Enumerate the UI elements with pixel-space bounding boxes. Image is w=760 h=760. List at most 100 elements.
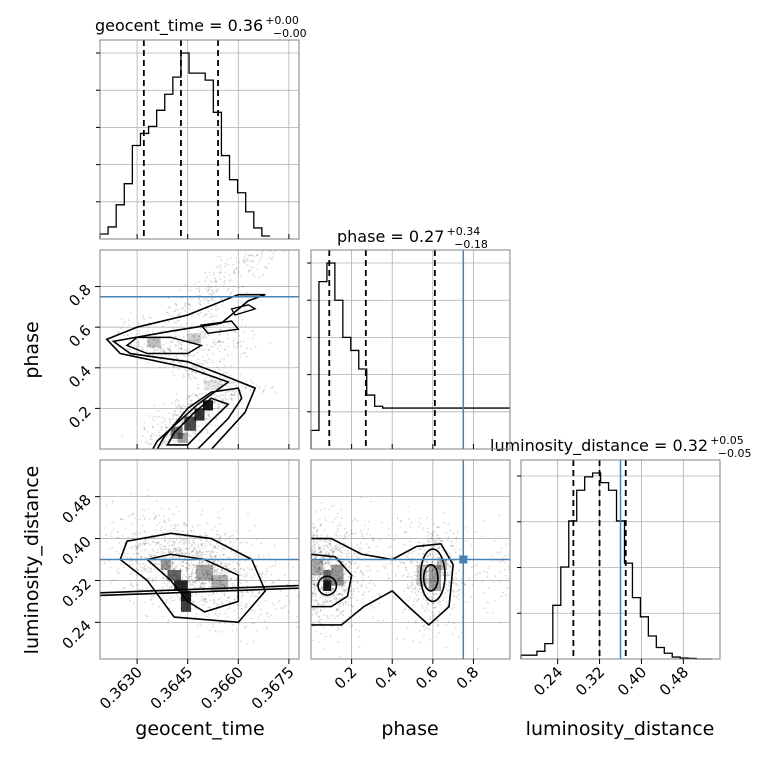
sample-point	[218, 264, 221, 267]
sample-point	[321, 586, 324, 589]
sample-point	[189, 413, 192, 415]
sample-point	[195, 613, 198, 616]
sample-point	[260, 573, 263, 576]
sample-point	[188, 564, 191, 566]
sample-point	[171, 551, 174, 554]
sample-point	[245, 571, 248, 574]
sample-point	[422, 598, 425, 600]
title-luminosity-distance: luminosity_distance = 0.32 +0.05 −0.05	[490, 434, 752, 460]
sample-point	[134, 533, 137, 536]
sample-point	[436, 534, 439, 537]
sample-point	[452, 578, 455, 580]
sample-point	[413, 571, 416, 574]
sample-point	[205, 287, 208, 290]
sample-point	[190, 607, 193, 610]
sample-point	[207, 414, 209, 417]
sample-point	[176, 552, 179, 555]
sample-point	[182, 565, 184, 567]
sample-point	[449, 565, 452, 568]
sample-point	[338, 549, 341, 551]
sample-point	[504, 554, 506, 557]
sample-point	[223, 594, 226, 597]
sample-point	[436, 624, 439, 627]
sample-point	[379, 539, 382, 542]
sample-point	[491, 554, 494, 557]
sample-point	[212, 591, 215, 594]
sample-point	[201, 572, 204, 575]
sample-point	[396, 638, 398, 640]
sample-point	[228, 280, 231, 282]
frame-distance	[520, 459, 721, 660]
sample-point	[299, 588, 301, 590]
contour-mid	[311, 553, 353, 608]
sample-point	[182, 433, 185, 436]
sample-point	[183, 522, 186, 525]
sample-point	[210, 423, 213, 426]
sample-point	[228, 563, 230, 566]
sample-point	[171, 596, 173, 598]
sample-point	[228, 595, 231, 598]
sample-point	[157, 514, 160, 517]
sample-point	[219, 272, 222, 274]
sample-point	[143, 428, 146, 431]
sample-point	[178, 551, 181, 554]
sample-point	[441, 540, 444, 543]
sample-point	[171, 361, 174, 364]
sample-point	[311, 607, 314, 610]
sample-point	[224, 348, 227, 350]
sample-point	[159, 547, 161, 550]
sample-point	[139, 543, 142, 546]
sample-point	[173, 374, 176, 377]
sample-point	[319, 587, 322, 590]
sample-point	[428, 554, 431, 557]
sample-point	[320, 580, 323, 583]
sample-point	[173, 321, 176, 324]
contour-inner-right	[422, 563, 439, 592]
sample-point	[192, 530, 195, 533]
y-axis-label-phase: phase	[21, 321, 43, 378]
sample-point	[168, 538, 171, 540]
sample-point	[174, 556, 177, 559]
sample-point	[338, 548, 341, 551]
sample-point	[201, 336, 204, 339]
sample-point	[229, 278, 232, 281]
sample-point	[422, 543, 425, 546]
sample-point	[154, 516, 157, 518]
sample-point	[169, 349, 172, 352]
sample-point	[195, 332, 198, 335]
sample-point	[432, 602, 435, 605]
sample-point	[407, 599, 410, 602]
sample-point	[160, 428, 163, 431]
sample-point	[230, 569, 233, 571]
sample-point	[433, 579, 435, 582]
sample-point	[200, 585, 203, 588]
sample-point	[208, 410, 211, 412]
sample-point	[213, 277, 216, 280]
sample-point	[235, 385, 238, 387]
sample-point	[155, 500, 158, 502]
sample-point	[207, 302, 210, 305]
sample-point	[136, 573, 138, 576]
sample-point	[442, 599, 444, 602]
sample-point	[312, 639, 315, 642]
sample-point	[141, 570, 143, 573]
sample-point	[235, 331, 237, 334]
sample-point	[201, 560, 203, 563]
sample-point	[213, 560, 216, 563]
sample-point	[108, 560, 111, 562]
sample-point	[203, 597, 205, 600]
sample-point	[123, 566, 125, 569]
sample-point	[157, 346, 160, 349]
sample-point	[444, 560, 447, 562]
sample-point	[429, 638, 431, 641]
sample-point	[422, 634, 425, 636]
sample-point	[166, 348, 169, 351]
sample-point	[447, 589, 450, 592]
sample-point	[337, 529, 340, 532]
sample-point	[196, 351, 199, 354]
sample-point	[181, 420, 184, 422]
sample-point	[187, 298, 190, 301]
sample-point	[222, 575, 225, 577]
sample-point	[350, 532, 353, 535]
sample-point	[357, 565, 360, 568]
